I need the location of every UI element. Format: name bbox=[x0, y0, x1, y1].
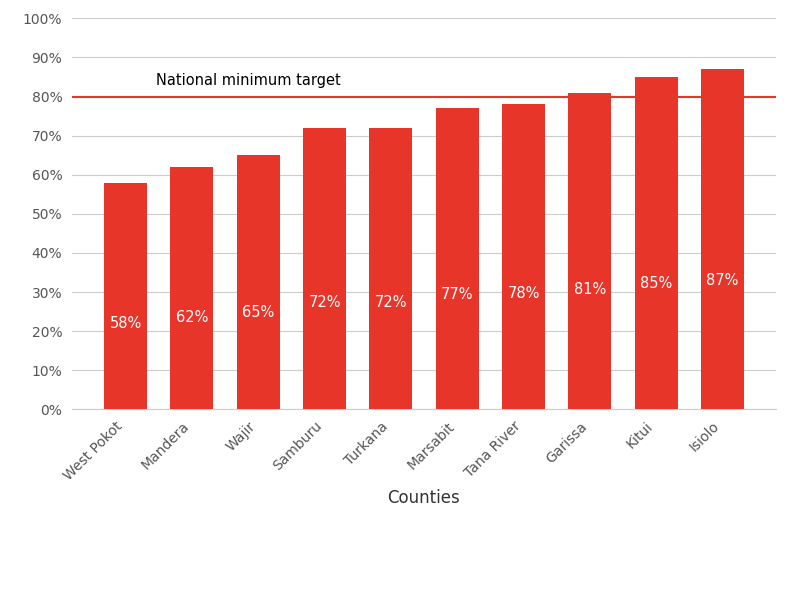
Text: 78%: 78% bbox=[507, 286, 540, 301]
Bar bbox=[104, 183, 147, 409]
Bar bbox=[701, 69, 744, 409]
Text: 58%: 58% bbox=[110, 316, 142, 331]
Text: 77%: 77% bbox=[441, 287, 474, 302]
Text: 72%: 72% bbox=[374, 295, 407, 310]
Bar bbox=[303, 128, 346, 409]
Text: 87%: 87% bbox=[706, 273, 738, 288]
Bar bbox=[502, 104, 545, 409]
Text: 62%: 62% bbox=[176, 310, 208, 324]
Bar bbox=[170, 167, 214, 409]
Bar bbox=[237, 155, 280, 409]
Text: 81%: 81% bbox=[574, 282, 606, 296]
Bar bbox=[568, 93, 611, 409]
Bar bbox=[370, 128, 412, 409]
Text: 65%: 65% bbox=[242, 306, 274, 320]
Bar bbox=[634, 77, 678, 409]
Bar bbox=[436, 108, 478, 409]
Text: National minimum target: National minimum target bbox=[157, 73, 342, 88]
Text: 85%: 85% bbox=[640, 276, 672, 291]
Text: 72%: 72% bbox=[308, 295, 341, 310]
X-axis label: Counties: Counties bbox=[388, 489, 460, 507]
